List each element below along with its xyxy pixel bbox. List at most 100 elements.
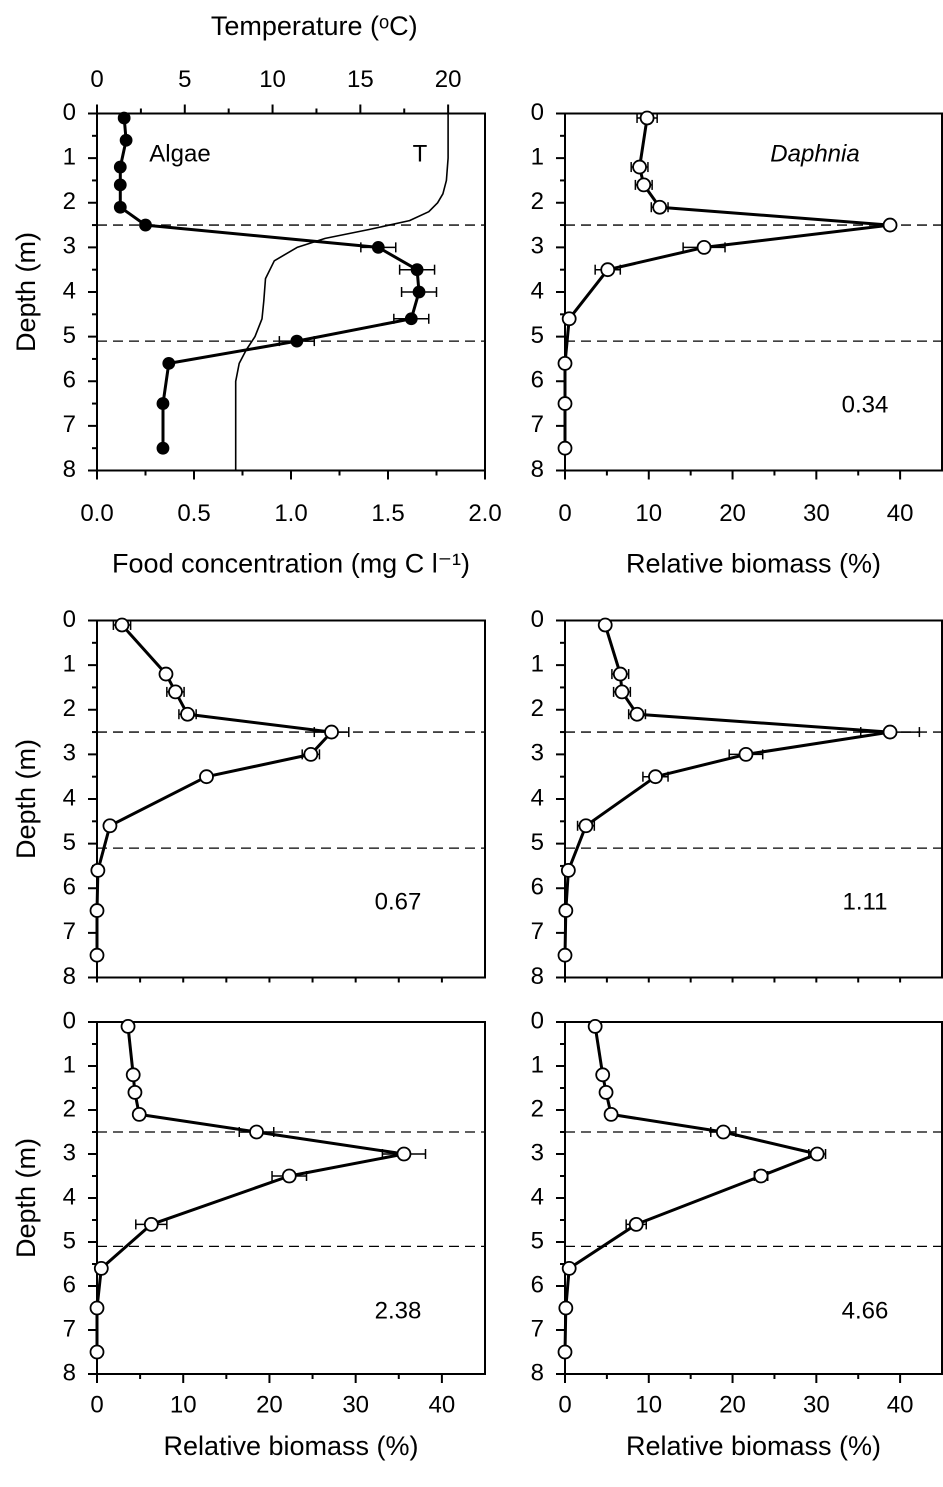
- y-tick-label: 4: [531, 1183, 544, 1210]
- data-point: [587, 1019, 603, 1034]
- y-tick-label: 6: [531, 874, 544, 901]
- y-tick-label: 1: [531, 143, 544, 170]
- y-tick-label: 8: [63, 1359, 76, 1386]
- data-point: [113, 160, 127, 174]
- data-point: [558, 903, 574, 918]
- y-tick-label: 5: [63, 1227, 76, 1254]
- data-point: [290, 334, 304, 348]
- data-point: [89, 1300, 105, 1316]
- data-point: [119, 133, 133, 147]
- data-point: [102, 818, 118, 834]
- data-point: [561, 311, 577, 327]
- x-axis-title: Relative biomass (%): [163, 1431, 418, 1461]
- y-tick-label: 2: [63, 188, 76, 215]
- x2-tick-label: 15: [347, 66, 374, 93]
- x-axis-title: Relative biomass (%): [626, 1431, 881, 1461]
- x-tick-label: 1.0: [274, 500, 307, 527]
- annotation: T: [413, 140, 428, 167]
- x-tick-label: 0.5: [177, 500, 210, 527]
- data-point: [117, 111, 131, 125]
- y-tick-label: 7: [63, 411, 76, 438]
- y-tick-label: 5: [531, 322, 544, 349]
- data-point: [598, 1085, 614, 1100]
- data-point: [636, 177, 652, 193]
- data-point: [648, 769, 663, 785]
- y-tick-label: 3: [63, 233, 76, 260]
- data-line: [95, 623, 333, 956]
- data-point: [557, 1344, 573, 1360]
- x-tick-label: 40: [429, 1391, 456, 1418]
- annotation: Daphnia: [770, 140, 859, 167]
- data-point: [125, 1067, 141, 1083]
- data-point: [557, 396, 573, 411]
- y-tick-label: 0: [63, 606, 76, 633]
- data-point: [180, 706, 195, 722]
- x-tick-label: 30: [803, 500, 830, 527]
- y-tick-label: 0: [531, 606, 544, 633]
- y-tick-label: 0: [531, 99, 544, 126]
- y-tick-label: 4: [63, 1183, 76, 1210]
- data-point: [93, 1261, 109, 1276]
- data-point: [89, 947, 105, 963]
- data-point: [139, 218, 152, 232]
- data-point: [597, 617, 613, 633]
- data-point: [632, 159, 647, 175]
- data-point: [396, 1146, 412, 1162]
- data-point: [628, 1217, 644, 1232]
- y-tick-label: 4: [63, 784, 76, 811]
- x-tick-label: 30: [803, 1391, 830, 1418]
- x2-tick-label: 20: [435, 66, 462, 93]
- y-tick-label: 1: [63, 1051, 76, 1078]
- data-point: [561, 1261, 577, 1276]
- data-point: [113, 200, 127, 214]
- y-tick-label: 4: [63, 277, 76, 304]
- y-tick-label: 6: [531, 367, 544, 394]
- data-point: [303, 746, 319, 762]
- y-tick-label: 1: [531, 1051, 544, 1078]
- data-point: [809, 1146, 825, 1162]
- data-point: [281, 1168, 297, 1184]
- data-point: [162, 356, 176, 370]
- y-tick-label: 1: [63, 143, 76, 170]
- data-point: [629, 706, 645, 722]
- data-point: [127, 1085, 143, 1100]
- y-axis-title: Depth (m): [11, 739, 41, 859]
- data-point: [158, 666, 174, 682]
- y-tick-label: 0: [63, 1007, 76, 1034]
- data-point: [614, 684, 630, 700]
- data-point: [199, 769, 214, 785]
- x-tick-label: 2.0: [468, 500, 501, 527]
- x-tick-label: 0: [90, 1391, 103, 1418]
- data-point: [612, 666, 628, 682]
- y-tick-label: 3: [531, 740, 544, 767]
- data-point: [371, 240, 385, 254]
- y-tick-label: 1: [63, 650, 76, 677]
- data-point: [557, 440, 573, 456]
- data-point: [90, 863, 106, 878]
- annotation: Algae: [149, 140, 210, 167]
- y-tick-label: 5: [63, 829, 76, 856]
- data-point: [143, 1217, 159, 1232]
- y-tick-label: 6: [531, 1271, 544, 1298]
- annotation: 0.67: [375, 888, 422, 915]
- x2-tick-label: 5: [178, 66, 191, 93]
- y-tick-label: 3: [531, 233, 544, 260]
- data-point: [120, 1019, 136, 1034]
- data-point: [89, 903, 105, 918]
- data-point: [595, 1067, 611, 1083]
- y-tick-label: 2: [531, 695, 544, 722]
- data-point: [557, 947, 573, 963]
- y-tick-label: 8: [531, 456, 544, 483]
- y-tick-label: 7: [531, 411, 544, 438]
- data-point: [131, 1107, 147, 1122]
- data-line: [95, 1026, 406, 1352]
- data-point: [753, 1168, 769, 1184]
- data-point: [324, 724, 339, 740]
- annotation: 1.11: [843, 888, 888, 915]
- y-axis-title: Depth (m): [11, 1138, 41, 1258]
- data-point: [696, 239, 712, 255]
- y-axis-title: Depth (m): [11, 232, 41, 352]
- data-point: [558, 1300, 574, 1316]
- x2-axis-title: Temperature (ᵒC): [211, 11, 418, 41]
